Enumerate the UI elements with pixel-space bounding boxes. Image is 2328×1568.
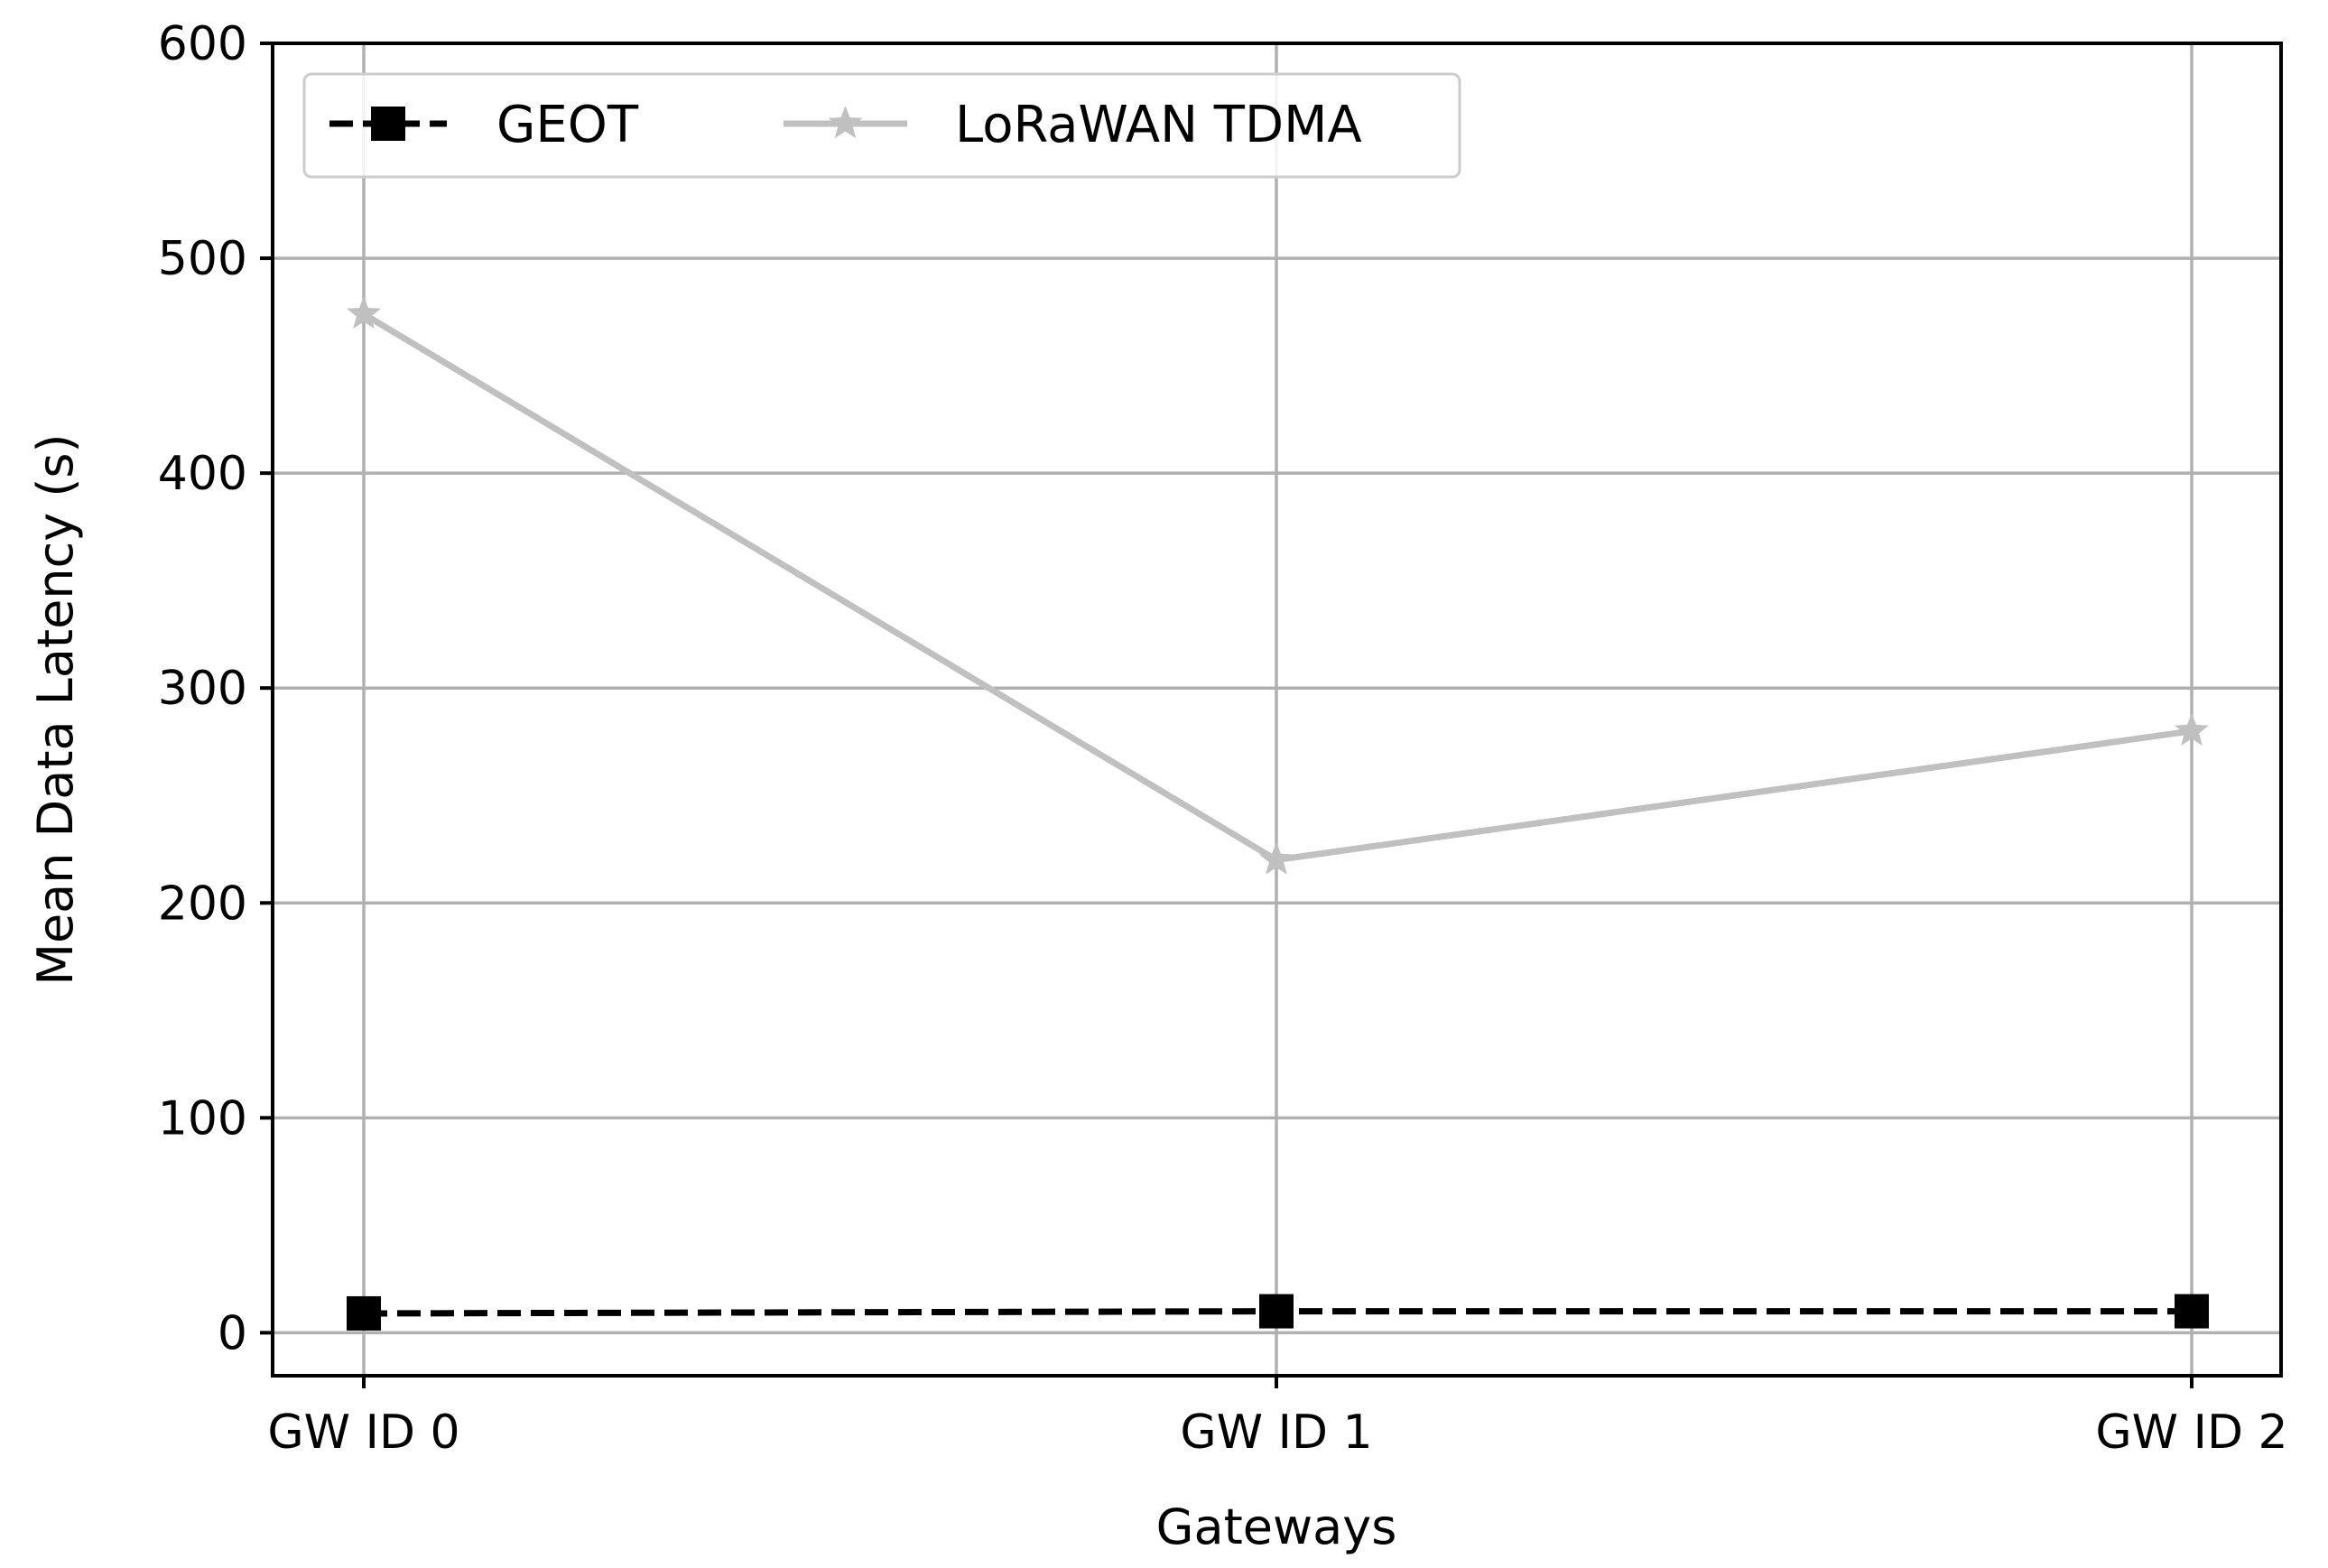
data-point-geot (1259, 1294, 1294, 1329)
legend-label-geot: GEOT (496, 96, 639, 154)
legend-label-lorawan-tdma: LoRaWAN TDMA (955, 96, 1362, 154)
legend-marker-lorawan-tdma (828, 106, 863, 139)
y-axis-label: Mean Data Latency (s) (27, 433, 84, 985)
axis-ticks: GW ID 0 GW ID 1 GW ID 2 0 100 200 300 400 500 600 (158, 17, 2288, 1460)
plot-frame (271, 42, 2283, 1378)
data-point-geot (347, 1295, 381, 1331)
series-layer (347, 296, 2209, 1331)
data-point-lorawan-tdma (347, 296, 381, 329)
y-tick-label: 500 (158, 232, 247, 286)
legend: GEOT LoRaWAN TDMA (302, 72, 1461, 179)
y-tick-label: 300 (158, 662, 247, 716)
data-point-geot (2175, 1294, 2209, 1329)
y-tick-label: 600 (158, 17, 247, 71)
y-tick-label: 0 (218, 1306, 247, 1360)
y-tick-label: 400 (158, 447, 247, 501)
y-tick-label: 100 (158, 1091, 247, 1146)
legend-marker-geot (371, 107, 405, 141)
x-axis-label: Gateways (1156, 1498, 1397, 1555)
data-point-lorawan-tdma (1259, 841, 1294, 875)
x-tick-label: GW ID 1 (1180, 1406, 1372, 1460)
x-tick-label: GW ID 0 (267, 1406, 459, 1460)
data-point-lorawan-tdma (2175, 712, 2209, 746)
x-tick-label: GW ID 2 (2095, 1406, 2287, 1460)
y-tick-label: 200 (158, 877, 247, 931)
